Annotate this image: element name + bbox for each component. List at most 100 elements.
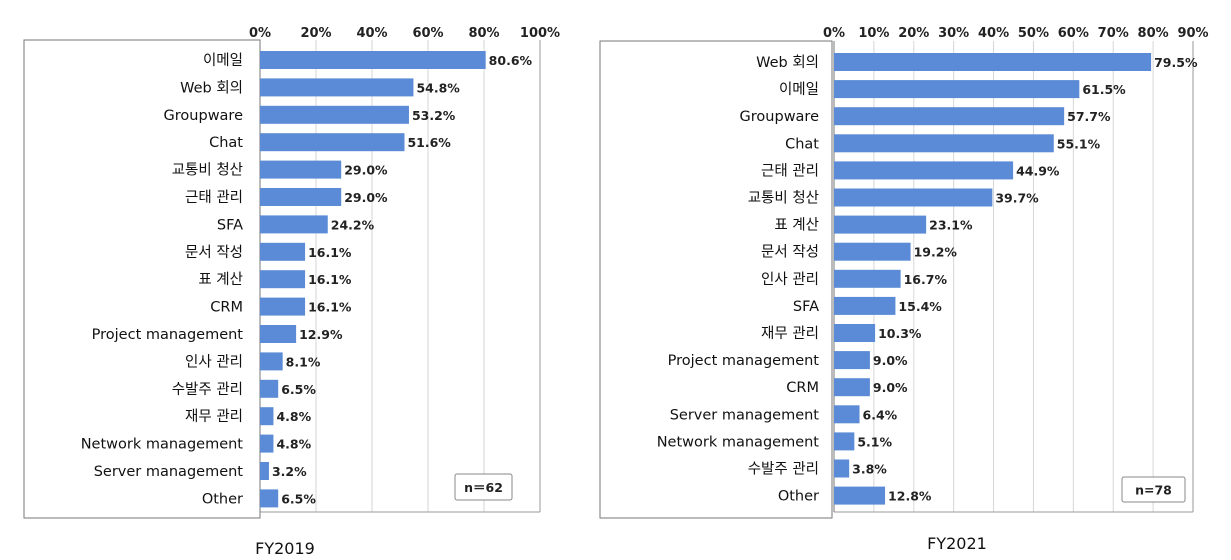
value-label: 61.5% [1082,82,1126,97]
value-label: 53.2% [412,108,456,123]
category-label: Project management [92,327,244,343]
sample-size-box [1121,476,1186,503]
bar [834,351,870,370]
value-label: 16.1% [308,300,352,315]
category-label: 교통비 청산 [748,190,819,207]
x-tick-label: 50% [1018,26,1049,41]
x-tick-label: 80% [1138,26,1169,41]
category-label: Server management [94,464,244,480]
x-tick-label: 80% [468,26,499,41]
value-label: 55.1% [1057,136,1101,151]
x-tick-label: 20% [300,26,331,41]
bar [834,486,886,505]
value-label: 4.8% [276,437,311,452]
x-tick-label: 60% [412,26,443,41]
x-tick-label: 70% [1098,26,1129,41]
category-label: 재무 관리 [761,325,819,342]
value-label: 54.8% [416,80,460,95]
x-tick-label: 60% [1058,26,1089,41]
category-label: Other [202,491,243,507]
bar [834,324,876,342]
bar [834,215,927,234]
category-label: 근태 관리 [761,162,819,179]
value-label: 23.1% [929,218,973,233]
bar [260,160,342,179]
value-label: 16.7% [904,272,948,287]
bar [834,459,850,478]
category-label: 교통비 청산 [172,162,243,179]
category-label: 이메일 [779,81,819,98]
category-label: 인사 관리 [761,271,819,288]
value-label: 39.7% [995,191,1039,206]
value-label: 24.2% [331,217,375,232]
bar [260,462,269,480]
x-tick-label: 90% [1177,26,1208,41]
bar [834,161,1014,180]
bar [260,133,405,152]
category-label: Web 회의 [180,79,243,96]
category-label: Other [778,489,819,505]
value-label: 10.3% [878,326,922,341]
bar [260,297,306,316]
bar [260,325,297,343]
category-label: Groupware [164,108,244,124]
chart-1: 0% 20% 40% 60% 80% 100% 이메일 80.6% Web 회의 54.8% Gro… [23,26,560,558]
x-tick-label: 40% [356,26,387,41]
category-label: 표 계산 [198,271,243,288]
value-label: 6.5% [281,491,316,506]
value-label: 12.9% [299,327,343,342]
bar [834,107,1065,126]
bar [260,434,274,453]
bar [834,134,1054,153]
sample-size-label: n＝62 [464,480,503,495]
value-label: 16.1% [308,272,352,287]
value-label: 9.0% [873,380,908,395]
category-label: CRM [786,380,819,396]
bar [260,407,274,426]
category-label: 근태 관리 [185,189,243,206]
value-label: 3.2% [272,464,307,479]
category-label: 수발주 관리 [172,381,243,398]
value-label: 80.6% [489,53,533,68]
value-label: 51.6% [407,135,451,150]
value-label: 8.1% [286,354,321,369]
x-tick-label: 10% [858,26,889,41]
category-label: CRM [210,300,243,316]
sample-size-box [454,473,513,501]
value-label: 6.4% [863,407,898,422]
category-label: SFA [217,217,243,233]
value-label: 6.5% [281,382,316,397]
value-label: 57.7% [1067,109,1111,124]
category-label: Server management [670,407,820,423]
chart-title: FY2019 [255,539,315,558]
value-label: 29.0% [344,190,388,205]
x-tick-label: 0% [823,26,845,41]
bar [834,405,860,424]
category-label: Web 회의 [756,54,819,71]
x-tick-label: 40% [978,26,1009,41]
bar [260,188,342,206]
category-label: 표 계산 [774,217,819,234]
category-label: 인사 관리 [185,353,243,370]
value-label: 44.9% [1016,163,1060,178]
category-label: 수발주 관리 [748,461,819,478]
bar [834,53,1152,71]
bar [834,242,911,261]
category-label: 문서 작성 [761,244,819,261]
value-label: 9.0% [873,353,908,368]
bar [260,489,279,508]
value-label: 15.4% [898,299,942,314]
x-tick-label: 0% [249,26,271,41]
value-label: 79.5% [1154,55,1198,70]
chart-title: FY2021 [927,534,987,553]
category-label: 이메일 [203,52,243,69]
value-label: 4.8% [276,409,311,424]
category-label: Chat [785,136,819,152]
category-label: 문서 작성 [185,244,243,261]
category-label: 재무 관리 [185,408,243,425]
value-label: 5.1% [857,434,892,449]
bar [260,270,306,289]
value-label: 3.8% [852,462,887,477]
value-label: 29.0% [344,163,388,178]
